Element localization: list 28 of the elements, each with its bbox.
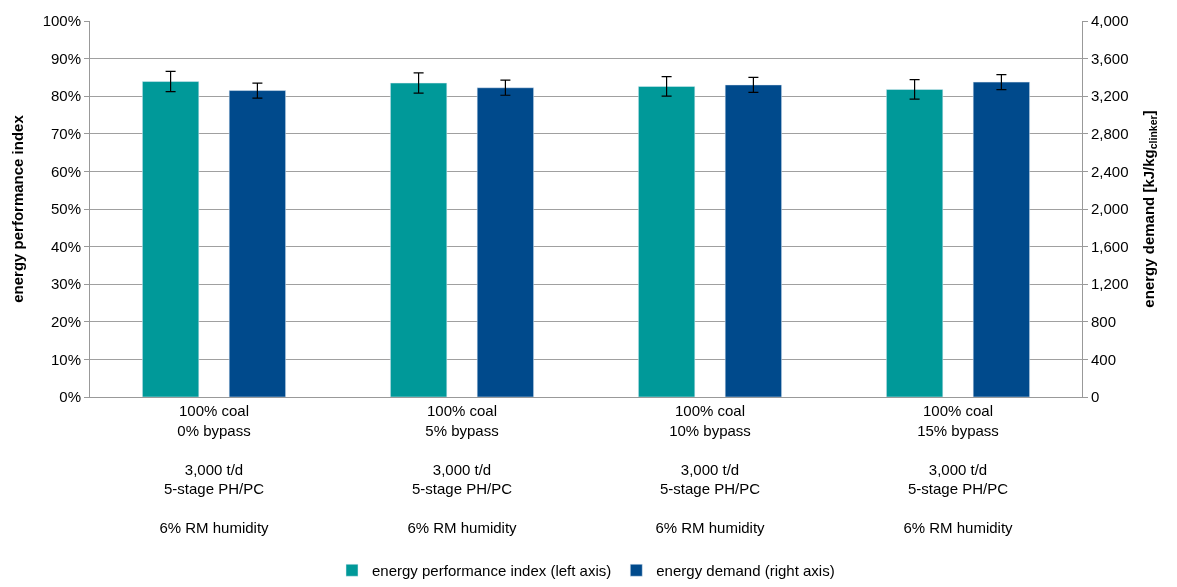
y-tick-label: 10% xyxy=(50,350,81,368)
category-label: 100% coal 15% bypass 3,000 t/d 5-stage PH/PC 6% RM humidity xyxy=(903,402,1013,536)
category-label: 100% coal 5% bypass 3,000 t/d 5-stage PH/PC 6% RM humidity xyxy=(407,402,517,536)
y-axis-title: energy performance index xyxy=(8,114,26,303)
y-tick-label: 40% xyxy=(50,237,81,255)
y-tick-label: 50% xyxy=(50,200,81,218)
legend-label: energy performance index (left axis) xyxy=(372,562,612,580)
y2-tick-label: 3,200 xyxy=(1091,87,1129,105)
y-tick-label: 80% xyxy=(50,87,81,105)
y2-tick-label: 4,000 xyxy=(1091,12,1129,30)
y2-tick-label: 3,600 xyxy=(1091,49,1129,67)
y-tick-label: 20% xyxy=(50,313,81,331)
y2-tick-label: 2,400 xyxy=(1091,162,1129,180)
y2-tick-label: 2,800 xyxy=(1091,125,1129,143)
y2-tick-label: 1,200 xyxy=(1091,275,1129,293)
y-tick-label: 30% xyxy=(50,275,81,293)
y2-tick-label: 2,000 xyxy=(1091,200,1129,218)
y-tick-label: 60% xyxy=(50,162,81,180)
y2-tick-label: 800 xyxy=(1091,313,1117,331)
legend-label: energy demand (right axis) xyxy=(656,562,835,580)
y2-tick-label: 0 xyxy=(1091,388,1100,406)
y-tick-label: 100% xyxy=(42,12,81,30)
y2-tick-label: 400 xyxy=(1091,350,1117,368)
y-tick-label: 90% xyxy=(50,49,81,67)
category-label: 100% coal 0% bypass 3,000 t/d 5-stage PH/PC 6% RM humidity xyxy=(159,402,269,536)
y2-tick-label: 1,600 xyxy=(1091,237,1129,255)
y-tick-label: 70% xyxy=(50,125,81,143)
y-tick-label: 0% xyxy=(59,388,81,406)
